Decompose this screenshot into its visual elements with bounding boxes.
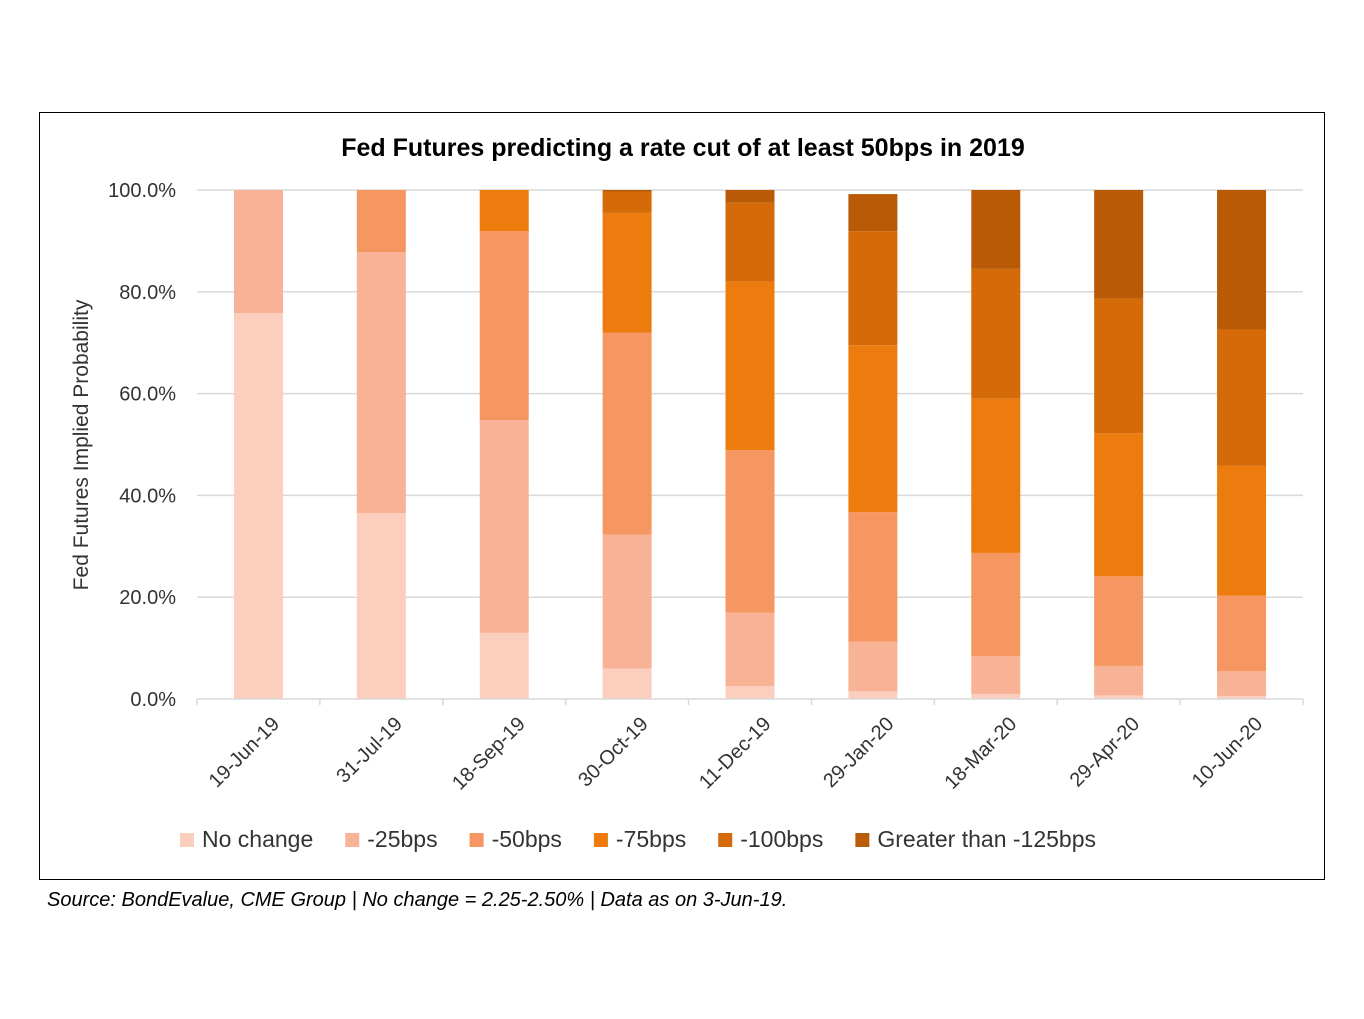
bar-segment [602,534,652,669]
stacked-bar-chart: Fed Futures predicting a rate cut of at … [70,134,1304,852]
bar-segment [233,313,283,699]
bar-segment [479,231,529,421]
legend-swatch [718,833,733,847]
legend-label: Greater than -125bps [877,826,1096,852]
x-tick-label: 31-Jul-19 [332,713,407,788]
x-tick-label: 18-Sep-19 [448,713,530,795]
y-tick-label: 40.0% [119,485,176,507]
x-axis [196,698,1304,705]
bar-segment [602,191,652,213]
bar-segment [725,281,775,451]
bar-segment [971,693,1021,699]
legend-label: -25bps [367,826,437,852]
bar-segment [1217,190,1267,330]
bar-segment [1217,595,1267,672]
y-tick-label: 0.0% [130,689,176,711]
legend-item: Greater than -125bps [855,826,1096,852]
legend-item: -75bps [593,826,686,852]
bar-segment [1217,465,1267,596]
legend-swatch [469,833,484,847]
bar-segment [602,332,652,535]
bar-segment [971,656,1021,694]
bar-segment [848,231,898,346]
bar-segment [1094,298,1144,434]
bar-segment [725,450,775,613]
legend-label: No change [202,826,313,852]
bar-segment [1217,695,1267,699]
bar-segment [479,420,529,633]
legend-swatch [593,833,608,847]
bar-segment [848,512,898,642]
legend-label: -75bps [616,826,686,852]
y-axis-tick-labels: 0.0% 20.0% 40.0% 60.0% 80.0% 100.0% [108,180,176,711]
x-axis-tick-labels: 19-Jun-19 31-Jul-19 18-Sep-19 30-Oct-19 11-D… [205,713,1267,795]
bar-segment [848,345,898,513]
x-tick-label: 10-Jun-20 [1188,713,1267,792]
bar-segment [725,686,775,699]
bar-segment [1217,671,1267,696]
bar-segment [848,194,898,232]
y-tick-label: 100.0% [108,180,176,202]
legend-swatch [345,833,360,847]
chart-title: Fed Futures predicting a rate cut of at … [341,134,1025,162]
chart-frame: Fed Futures predicting a rate cut of at … [39,112,1325,880]
legend-swatch [180,833,194,847]
bar-segment [356,513,406,699]
bar-segment [1217,329,1267,466]
y-tick-label: 60.0% [119,384,176,406]
x-tick-label: 18-Mar-20 [941,713,1022,794]
bar-segment [1094,190,1144,299]
bar-segment [971,552,1021,657]
bar-segment [725,612,775,687]
bar-segment [602,190,652,192]
bar-segment [356,190,406,253]
bar-segment [233,190,283,314]
bar-segment [1094,695,1144,699]
bar-segment [356,252,406,514]
legend-label: -100bps [740,826,823,852]
x-tick-label: 29-Apr-20 [1066,713,1144,791]
x-tick-label: 19-Jun-19 [205,713,284,792]
legend-item: No change [180,826,313,852]
legend: No change -25bps -50bps -75bps -100bps Greate… [180,826,1096,852]
bar-segment [602,212,652,333]
legend-item: -100bps [718,826,823,852]
x-tick-label: 11-Dec-19 [695,713,776,794]
bar-segment [848,691,898,699]
bar-segment [1094,665,1144,696]
legend-swatch [855,833,870,847]
x-tick-label: 30-Oct-19 [574,713,652,791]
source-note: Source: BondEvalue, CME Group | No chang… [47,889,788,911]
y-axis-label: Fed Futures Implied Probability [70,299,93,590]
bar-segment [725,202,775,282]
x-tick-label: 29-Jan-20 [819,713,898,792]
y-tick-label: 20.0% [119,587,176,609]
bar-segment [971,398,1021,553]
bar-segment [602,668,652,699]
bar-segment [971,190,1021,269]
legend-item: -25bps [345,826,438,852]
bar-segment [1094,433,1144,577]
legend-label: -50bps [492,826,562,852]
bar-segment [971,268,1021,399]
bar-segment [479,632,529,699]
bar-segment [1094,576,1144,666]
bar-segment [725,190,775,203]
bar-segment [479,190,529,232]
legend-item: -50bps [469,826,562,852]
bar-segment [848,641,898,692]
y-tick-label: 80.0% [119,282,176,304]
bars [233,190,1267,699]
